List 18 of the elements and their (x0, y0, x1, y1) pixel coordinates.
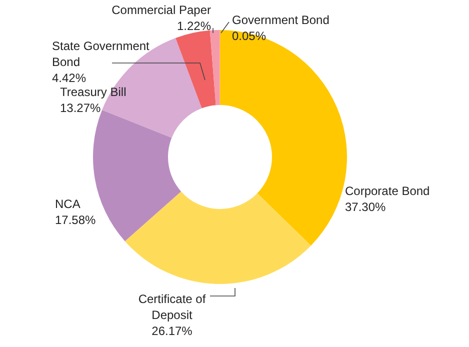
slice-label: Treasury Bill (60, 85, 126, 99)
donut-slice (176, 30, 216, 108)
donut-slice (124, 191, 311, 284)
slice-label: Corporate Bond (345, 184, 430, 198)
donut-slice (210, 30, 220, 106)
slice-label: State Government Bond (52, 39, 150, 69)
data-label: 0.05% (232, 29, 266, 43)
donut-slice (220, 30, 347, 246)
data-label: 17.58% (55, 213, 96, 227)
data-label: 4.42% (52, 71, 86, 85)
slice-label: Certificate of Deposit (138, 292, 206, 322)
data-label: 26.17% (152, 324, 193, 338)
data-label: 13.27% (60, 101, 102, 115)
data-label: 1.22% (176, 19, 212, 33)
slice-label: NCA (55, 197, 80, 211)
slice-label: Commercial Paper (112, 3, 211, 17)
data-label: 37.30% (345, 200, 386, 214)
slice-label: Government Bond (232, 13, 330, 27)
